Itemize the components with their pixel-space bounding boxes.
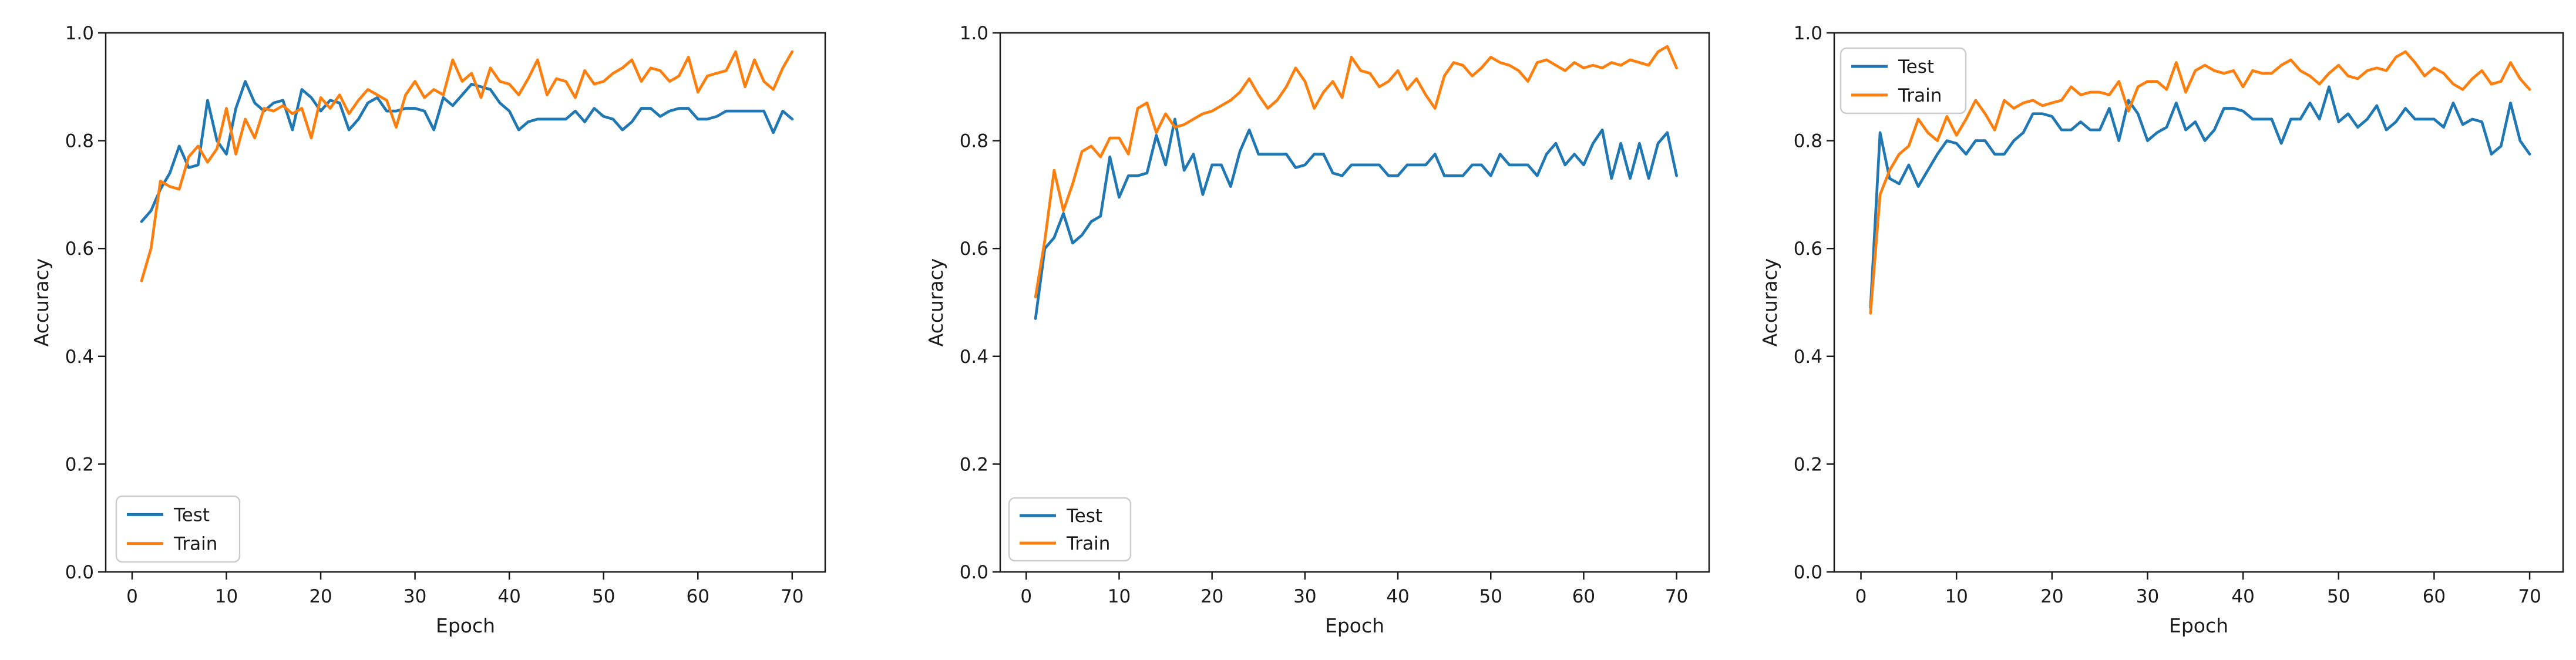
x-tick-label: 50 [2327, 586, 2350, 607]
y-axis-label: Accuracy [924, 258, 947, 347]
y-tick-label: 0.4 [1794, 346, 1822, 368]
x-axis: 0 10 20 30 40 50 60 70 [1855, 572, 2541, 607]
y-tick-label: 0.8 [1794, 131, 1822, 152]
train-line [1034, 45, 1678, 299]
x-axis: 0 10 20 30 40 50 60 70 [1020, 572, 1688, 607]
chart-svg-2: 0 10 20 30 40 50 60 70 0.0 0.2 0.4 0.6 0.8 1.0 Epoch Ac… [924, 23, 1710, 637]
y-tick-label: 0.6 [1794, 238, 1822, 260]
y-tick-label: 0.0 [65, 562, 94, 583]
x-tick-label: 70 [2518, 586, 2541, 607]
legend-entry-train: Train [1020, 533, 1110, 554]
y-axis: 0.0 0.2 0.4 0.6 0.8 1.0 [65, 23, 106, 583]
x-axis: 0 10 20 30 40 50 60 70 [126, 572, 804, 607]
y-axis-label: Accuracy [1758, 258, 1781, 347]
accuracy-chart-panel-1: 0 10 20 30 40 50 60 70 0.0 0.2 0.4 0.6 0.8 1.0 Epoch Ac… [0, 0, 859, 660]
x-tick-label: 50 [592, 586, 615, 607]
y-tick-label: 1.0 [65, 23, 94, 44]
x-tick-label: 60 [1572, 586, 1595, 607]
x-tick-label: 60 [687, 586, 709, 607]
x-tick-label: 30 [403, 586, 426, 607]
y-tick-label: 0.4 [960, 346, 988, 368]
legend-box [1839, 47, 1967, 115]
y-tick-label: 0.2 [960, 454, 988, 475]
y-tick-label: 1.0 [960, 23, 988, 44]
x-tick-label: 20 [309, 586, 332, 607]
x-tick-label: 0 [1020, 586, 1032, 607]
x-tick-label: 50 [1479, 586, 1502, 607]
legend-entry-test: Test [1020, 506, 1102, 527]
accuracy-chart-panel-2: 0 10 20 30 40 50 60 70 0.0 0.2 0.4 0.6 0.8 1.0 Epoch Ac… [859, 0, 1717, 660]
legend-entry-test: Test [1851, 56, 1934, 78]
y-axis-label: Accuracy [30, 258, 53, 347]
legend-entry-train: Train [127, 534, 217, 555]
x-tick-label: 30 [1293, 586, 1316, 607]
x-tick-label: 40 [1386, 586, 1409, 607]
y-tick-label: 0.0 [1794, 562, 1822, 583]
x-axis-label: Epoch [2169, 614, 2228, 637]
x-tick-label: 10 [215, 586, 238, 607]
axes-frame [105, 32, 826, 573]
axes-frame [999, 32, 1710, 573]
x-tick-label: 0 [1855, 586, 1867, 607]
legend: Test Train [1839, 47, 1967, 115]
x-tick-label: 20 [1200, 586, 1223, 607]
y-tick-label: 0.6 [65, 238, 94, 260]
test-line [1034, 117, 1678, 320]
test-line [140, 80, 794, 223]
legend-label-train: Train [173, 534, 217, 555]
legend-label-train: Train [1898, 85, 1942, 106]
x-tick-label: 30 [2136, 586, 2159, 607]
legend-box [115, 495, 241, 563]
legend-label-train: Train [1066, 533, 1110, 554]
test-line [1869, 85, 2531, 309]
x-tick-label: 0 [126, 586, 138, 607]
y-tick-label: 0.4 [65, 346, 94, 368]
legend-label-test: Test [173, 504, 210, 526]
x-tick-label: 10 [1945, 586, 1968, 607]
y-tick-label: 1.0 [1794, 23, 1822, 44]
y-tick-label: 0.8 [960, 131, 988, 152]
legend-label-test: Test [1898, 56, 1934, 78]
y-tick-label: 0.8 [65, 131, 94, 152]
x-tick-label: 60 [2423, 586, 2446, 607]
y-axis: 0.0 0.2 0.4 0.6 0.8 1.0 [1794, 23, 1834, 583]
x-tick-label: 40 [2231, 586, 2254, 607]
x-axis-label: Epoch [1325, 614, 1384, 637]
y-tick-label: 0.0 [960, 562, 988, 583]
y-axis: 0.0 0.2 0.4 0.6 0.8 1.0 [960, 23, 1000, 583]
chart-svg-3: 0 10 20 30 40 50 60 70 0.0 0.2 0.4 0.6 0.8 1.0 Epoch Ac… [1758, 23, 2564, 637]
legend-box [1008, 497, 1132, 562]
x-tick-label: 70 [1665, 586, 1688, 607]
y-tick-label: 0.2 [1794, 454, 1822, 475]
legend-entry-train: Train [1851, 85, 1942, 106]
legend: Test Train [1008, 497, 1132, 562]
x-tick-label: 70 [781, 586, 803, 607]
x-tick-label: 40 [497, 586, 520, 607]
x-tick-label: 20 [2040, 586, 2063, 607]
chart-svg-1: 0 10 20 30 40 50 60 70 0.0 0.2 0.4 0.6 0.8 1.0 Epoch Ac… [30, 23, 826, 637]
axes-frame [1833, 32, 2564, 573]
x-axis-label: Epoch [436, 614, 495, 637]
legend-label-test: Test [1066, 506, 1102, 527]
legend-entry-test: Test [127, 504, 210, 526]
train-line [140, 50, 794, 282]
x-tick-label: 10 [1108, 586, 1131, 607]
train-line [1869, 50, 2531, 315]
accuracy-chart-panel-3: 0 10 20 30 40 50 60 70 0.0 0.2 0.4 0.6 0.8 1.0 Epoch Ac… [1717, 0, 2576, 660]
y-tick-label: 0.6 [960, 238, 988, 260]
y-tick-label: 0.2 [65, 454, 94, 475]
legend: Test Train [115, 495, 241, 563]
